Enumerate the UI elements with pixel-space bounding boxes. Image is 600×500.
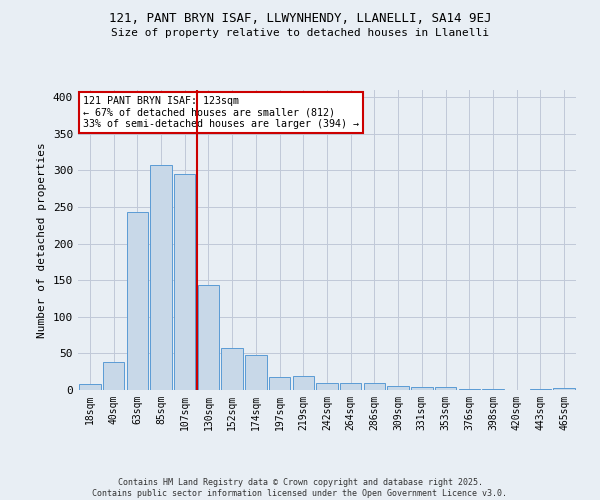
Bar — [269, 377, 290, 390]
Text: 121, PANT BRYN ISAF, LLWYNHENDY, LLANELLI, SA14 9EJ: 121, PANT BRYN ISAF, LLWYNHENDY, LLANELL… — [109, 12, 491, 26]
Text: Contains HM Land Registry data © Crown copyright and database right 2025.
Contai: Contains HM Land Registry data © Crown c… — [92, 478, 508, 498]
Bar — [553, 388, 575, 390]
Bar — [340, 382, 361, 390]
Bar — [364, 382, 385, 390]
Bar — [458, 388, 480, 390]
Bar — [221, 348, 243, 390]
Bar — [198, 286, 219, 390]
Bar — [174, 174, 196, 390]
Bar — [151, 164, 172, 390]
Text: 121 PANT BRYN ISAF: 123sqm
← 67% of detached houses are smaller (812)
33% of sem: 121 PANT BRYN ISAF: 123sqm ← 67% of deta… — [83, 96, 359, 129]
Bar — [245, 355, 266, 390]
Bar — [293, 376, 314, 390]
Bar — [127, 212, 148, 390]
Bar — [411, 387, 433, 390]
Bar — [103, 362, 124, 390]
Y-axis label: Number of detached properties: Number of detached properties — [37, 142, 47, 338]
Bar — [316, 382, 338, 390]
Bar — [79, 384, 101, 390]
Bar — [435, 387, 456, 390]
Bar — [388, 386, 409, 390]
Text: Size of property relative to detached houses in Llanelli: Size of property relative to detached ho… — [111, 28, 489, 38]
